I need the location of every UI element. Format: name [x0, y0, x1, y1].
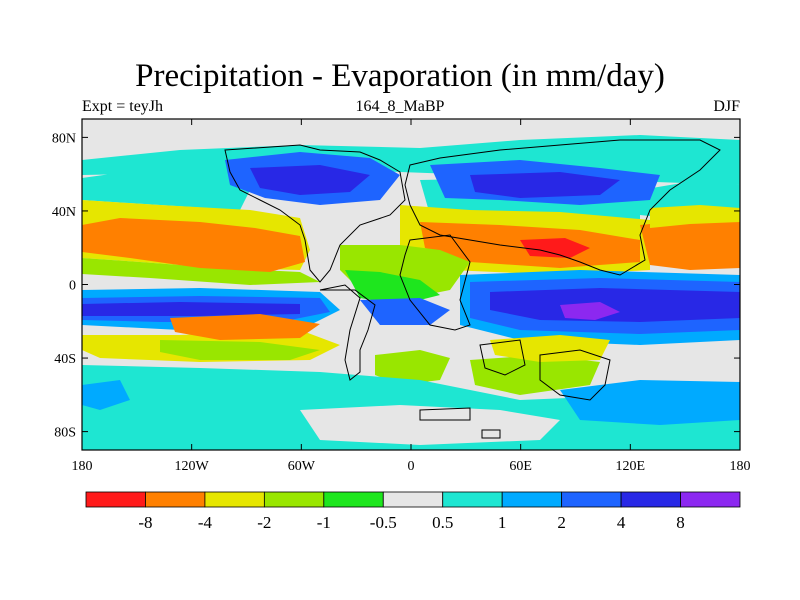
indian-pacific-darkblue	[490, 288, 740, 322]
lat-tick-label: 80N	[52, 131, 76, 146]
lat-tick-label: 40N	[52, 205, 76, 220]
lat-tick-label: 0	[69, 279, 76, 294]
colorbar-label: 8	[676, 513, 685, 532]
coastline-india	[479, 339, 526, 376]
coastlines	[224, 139, 721, 439]
colorbar-swatch	[382, 491, 444, 508]
east-pacific-yellow	[650, 205, 740, 228]
colorbar-swatch	[620, 491, 681, 508]
map-axis-ticks: 180 120W 60W 0 60E 120E 180 80N 40N 0 40S 80S	[52, 119, 751, 474]
coastline-africa	[399, 234, 471, 331]
north-pacific-orange	[82, 218, 305, 272]
itcz-darkblue	[82, 302, 300, 316]
lat-tick-label: 80S	[54, 426, 76, 441]
north-pacific-cyan	[82, 168, 250, 210]
colorbar-label: 4	[617, 513, 626, 532]
south-indian-green	[470, 355, 600, 395]
coastline-antarctica	[419, 407, 471, 421]
colorbar-swatch	[442, 491, 503, 508]
southern-ocean-lightblue-west	[82, 380, 130, 410]
colorbar: -8 -4 -2 -1 -0.5 0.5 1 2 4 8	[85, 491, 741, 532]
colorbar-label: -4	[198, 513, 213, 532]
colorbar-label: -0.5	[370, 513, 397, 532]
lon-tick-label: 180	[72, 459, 93, 474]
colorbar-label: -8	[138, 513, 152, 532]
antarctic-grey	[300, 405, 560, 445]
colorbar-swatch	[85, 491, 146, 508]
colorbar-swatch	[145, 491, 206, 508]
indian-purple	[560, 302, 620, 320]
period-label: 164_8_MaBP	[355, 98, 445, 115]
lon-tick-label: 60W	[288, 459, 316, 474]
coastline-south-america	[319, 284, 376, 381]
atlantic-equator-blue	[360, 298, 450, 325]
experiment-label: Expt = teyJh	[82, 98, 164, 115]
north-america-darkblue	[250, 165, 370, 195]
map-plot-area	[82, 119, 740, 450]
lon-tick-label: 60E	[509, 459, 532, 474]
lon-tick-label: 120E	[616, 459, 646, 474]
coastline-north-america	[224, 144, 406, 283]
southern-ocean-lightblue	[560, 380, 740, 425]
coastline-eurasia	[404, 139, 721, 276]
africa-lightgreen	[345, 270, 440, 305]
colorbar-label: -2	[257, 513, 271, 532]
colorbar-swatch	[561, 491, 622, 508]
east-pacific-orange	[640, 218, 740, 270]
colorbar-swatch	[323, 491, 384, 508]
south-america-green	[375, 350, 450, 385]
eurasia-darkblue	[470, 172, 620, 198]
coastline-island	[481, 429, 501, 439]
colorbar-swatch	[204, 491, 265, 508]
colorbar-swatch	[263, 491, 325, 508]
tethys-red	[520, 238, 590, 258]
coastline-australia	[539, 349, 611, 401]
colorbar-label: 0.5	[432, 513, 453, 532]
lat-tick-label: 40S	[54, 352, 76, 367]
north-subtropic-green-west	[82, 258, 320, 285]
lon-tick-label: 180	[730, 459, 751, 474]
colorbar-swatch	[501, 491, 563, 508]
season-label: DJF	[713, 98, 740, 115]
map-title: Precipitation - Evaporation (in mm/day)	[135, 58, 665, 94]
colorbar-swatch	[680, 491, 741, 508]
colorbar-label: 2	[557, 513, 566, 532]
south-pacific-orange	[170, 314, 320, 340]
colorbar-label: 1	[498, 513, 507, 532]
south-pacific-green	[160, 340, 320, 360]
colorbar-label: -1	[317, 513, 331, 532]
lon-tick-label: 0	[408, 459, 415, 474]
lon-tick-label: 120W	[175, 459, 210, 474]
